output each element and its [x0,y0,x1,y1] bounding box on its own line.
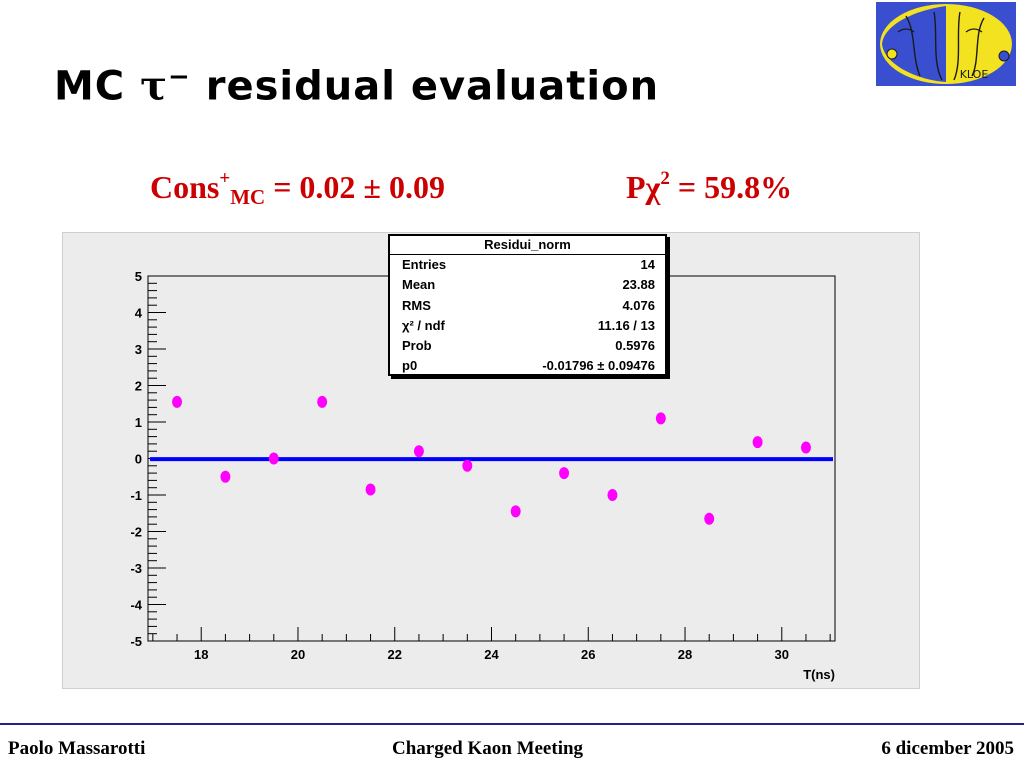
kloe-logo: KLOE [876,2,1016,86]
stats-label: Entries [402,257,447,272]
stats-row-p0: p0 -0.01796 ± 0.09476 [390,356,665,376]
x-axis-label: T(ns) [803,667,835,682]
x-tick-label: 22 [388,647,402,662]
data-point [800,441,811,454]
stats-value: -0.01796 ± 0.09476 [542,358,655,374]
stats-value: 4.076 [622,297,655,313]
title-tau-sup: − [168,62,191,92]
stats-box: Residui_norm Entries 14 Mean 23.88 RMS 4… [388,234,667,376]
fit-cons-sup: + [219,168,231,189]
y-tick-label: 1 [135,415,142,430]
stats-value: 14 [640,257,655,272]
fit-cons-sub: MC [230,185,266,209]
fit-prob-value: = 59.8% [669,169,793,205]
x-tick-label: 26 [581,647,595,662]
data-point [559,467,570,480]
data-point [365,483,376,496]
y-tick-label: 3 [135,342,142,357]
data-point [462,459,473,472]
y-tick-label: -3 [130,561,142,576]
y-tick-label: -2 [130,525,142,540]
stats-label: p0 [402,358,418,374]
stats-row-rms: RMS 4.076 [390,296,665,316]
logo-text: KLOE [960,68,989,81]
stats-label: Prob [402,338,432,354]
slide-title: MC τ− residual evaluation [54,62,659,109]
y-tick-label: 4 [135,306,143,321]
fit-probability-text: Pχ2 = 59.8% [626,168,792,206]
fit-prob-sup: 2 [660,168,670,189]
stats-row-mean: Mean 23.88 [390,275,665,295]
fit-prob-label: Pχ [626,169,661,205]
data-point [752,436,763,449]
stats-value: 11.16 / 13 [597,317,655,333]
title-tau: τ [140,62,169,110]
stats-label: Mean [402,277,436,293]
data-point [704,512,715,525]
x-tick-label: 20 [291,647,305,662]
stats-row-entries: Entries 14 [390,255,665,275]
y-tick-label: -4 [130,598,142,613]
title-suffix: residual evaluation [205,63,660,110]
stats-row-prob: Prob 0.5976 [390,336,665,356]
x-tick-label: 24 [484,647,499,662]
y-tick-label: 0 [135,452,142,467]
fit-cons-value: = 0.02 ± 0.09 [265,169,445,205]
data-point [510,505,521,518]
stats-value: 23.88 [622,277,655,293]
data-point [268,452,279,465]
data-point [413,445,424,458]
stats-row-chi2: χ² / ndf 11.16 / 13 [390,316,665,336]
title-prefix: MC [54,63,126,110]
y-tick-label: -5 [130,634,142,649]
stats-value: 0.5976 [615,338,655,354]
data-point [655,412,666,425]
footer-author: Paolo Massarotti [8,738,146,759]
footer-meeting: Charged Kaon Meeting [392,738,584,759]
y-tick-label: 5 [135,269,142,284]
fit-constant-text: Cons+MC = 0.02 ± 0.09 [150,168,445,210]
stats-label: χ² / ndf [402,317,445,333]
x-tick-label: 30 [775,647,789,662]
data-point [607,489,618,501]
y-tick-label: -1 [130,488,142,503]
x-tick-label: 18 [194,647,208,662]
fit-cons-label: Cons [150,169,220,205]
data-point [220,470,231,483]
stats-label: RMS [402,297,431,313]
footer-divider [0,723,1024,725]
y-tick-label: 2 [135,379,142,394]
data-point [317,395,328,408]
footer-date: 6 dicember 2005 [881,738,1014,759]
stats-box-title: Residui_norm [390,236,665,255]
data-point [172,395,183,408]
x-tick-label: 28 [678,647,692,662]
